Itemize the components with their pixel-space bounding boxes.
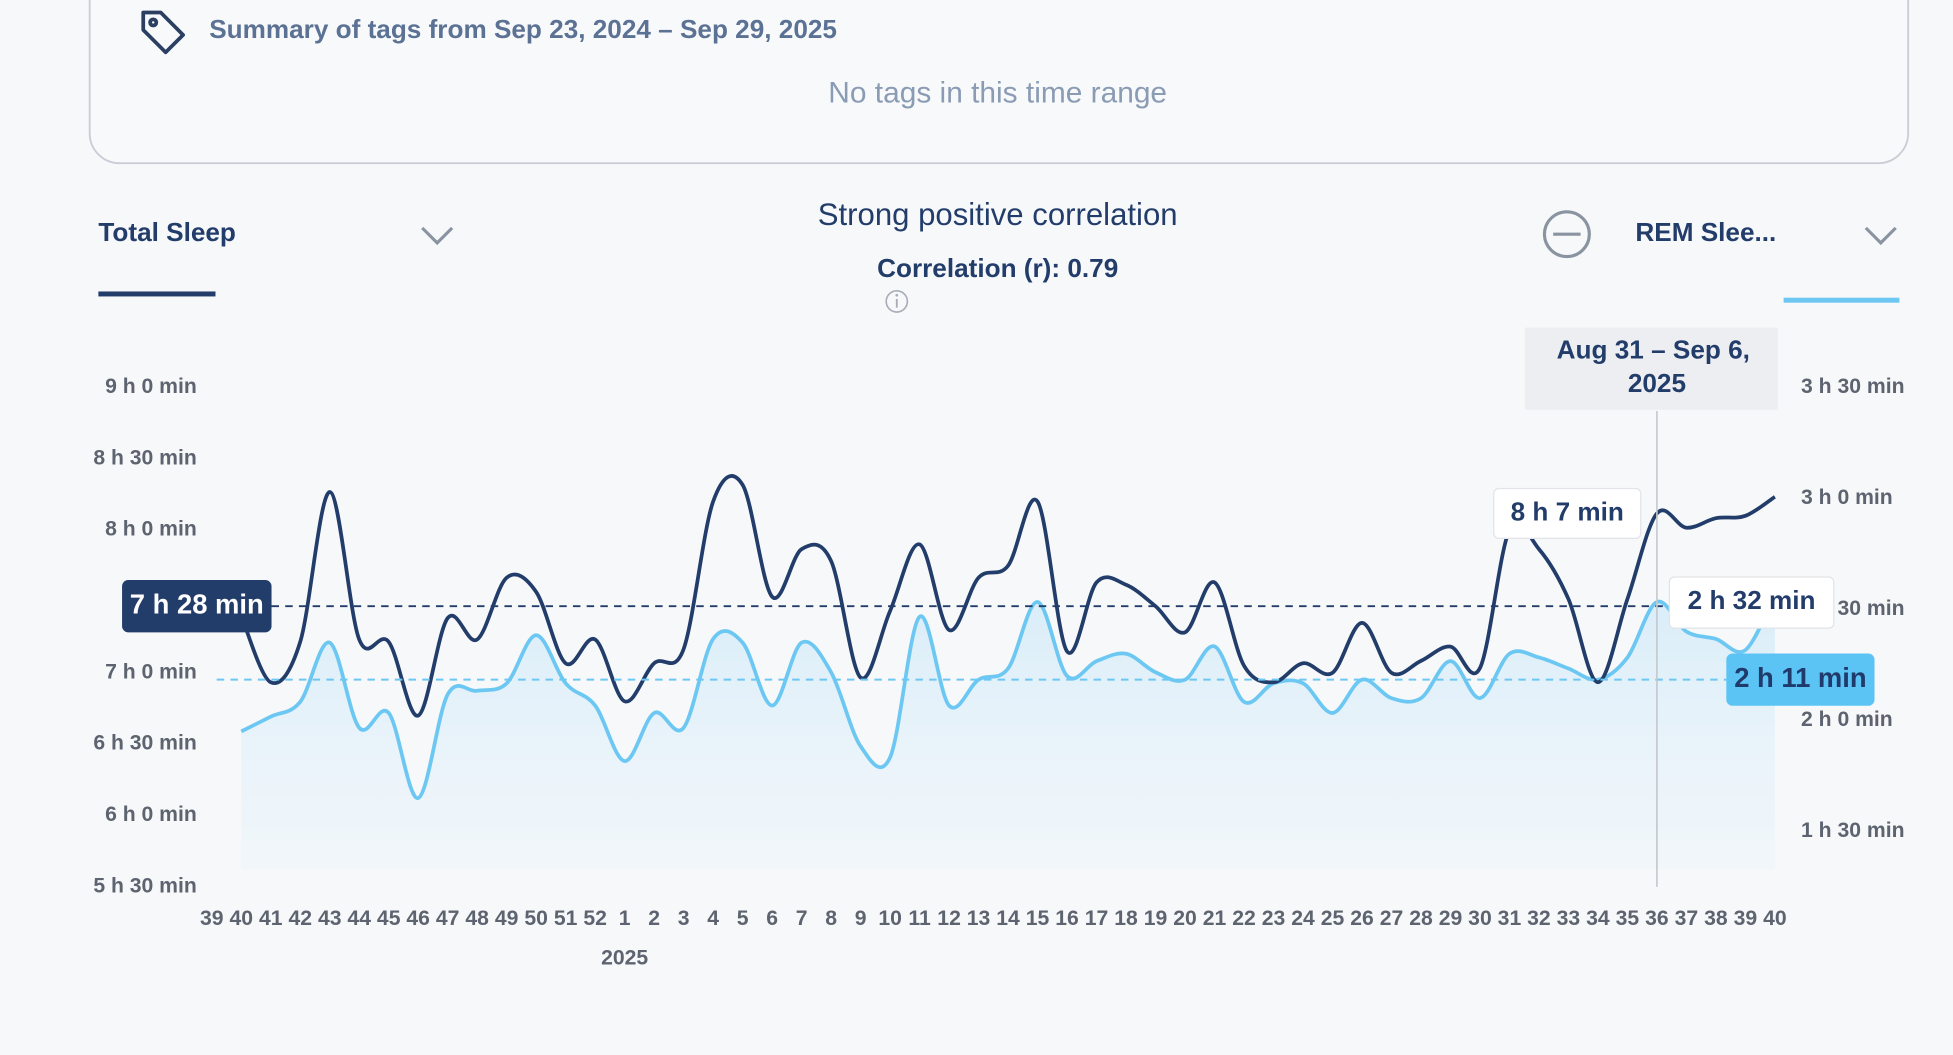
x-tick-label: 43 xyxy=(318,907,342,930)
average-label: 7 h 28 min xyxy=(130,588,264,619)
x-tick-label: 47 xyxy=(436,907,460,930)
x-tick-label: 15 xyxy=(1026,907,1050,930)
left-underline xyxy=(98,291,216,297)
x-tick-label: 9 xyxy=(855,907,867,930)
x-tick-label: 50 xyxy=(524,907,548,930)
right-underline xyxy=(1783,297,1900,303)
x-tick-label: 8 xyxy=(825,907,837,930)
tooltip-value-label: 2 h 32 min xyxy=(1688,585,1816,615)
x-tick-label: 23 xyxy=(1262,907,1286,930)
x-tick-label: 13 xyxy=(967,907,991,930)
tags-title: Summary of tags from Sep 23, 2024 – Sep … xyxy=(209,14,837,44)
average-badge xyxy=(122,580,272,633)
x-tick-label: 45 xyxy=(377,907,401,930)
correlation-heading: Strong positive correlation xyxy=(818,197,1178,232)
x-tick-label: 26 xyxy=(1350,907,1374,930)
x-tick-label: 33 xyxy=(1557,907,1581,930)
tooltip-value-box xyxy=(1493,487,1642,539)
y2-tick-label: 1 h 30 min xyxy=(1801,819,1904,842)
right-chevron[interactable] xyxy=(1864,226,1897,246)
x-tick-label: 7 xyxy=(796,907,808,930)
right-metric-select[interactable]: REM Slee... xyxy=(1635,217,1776,247)
x-tick-label: 19 xyxy=(1144,907,1168,930)
chart: 5 h 30 min 6 h 0 min 6 h 30 min 7 h 0 min 8 … xyxy=(93,327,1905,970)
x-tick-label: 34 xyxy=(1586,907,1610,930)
tooltip-title: Aug 31 – Sep 6, 2025 xyxy=(1557,334,1757,398)
tooltip-value-label: 8 h 7 min xyxy=(1511,496,1624,526)
x-tick-label: 14 xyxy=(996,907,1020,930)
x-tick-label: 6 xyxy=(766,907,778,930)
x-tick-label: 46 xyxy=(406,907,430,930)
x-tick-label: 30 xyxy=(1468,907,1492,930)
x-tick-label: 22 xyxy=(1232,907,1256,930)
y-tick-label: 8 h 0 min xyxy=(105,518,197,541)
x-tick-label: 38 xyxy=(1704,907,1728,930)
x-tick-label: 41 xyxy=(259,907,283,930)
info-icon[interactable] xyxy=(885,290,909,313)
x-tick-label: 24 xyxy=(1291,907,1315,930)
tooltip-box xyxy=(1524,327,1778,410)
x-tick-label: 31 xyxy=(1498,907,1522,930)
x-tick-label: 29 xyxy=(1439,907,1463,930)
tooltip-value-box xyxy=(1668,576,1835,629)
average-label: 2 h 11 min xyxy=(1734,662,1866,693)
x-tick-label: 11 xyxy=(908,907,931,930)
x-tick-label: 17 xyxy=(1085,907,1109,930)
year-label: 2025 xyxy=(601,947,648,970)
average-badge xyxy=(1726,653,1875,706)
y-tick-label: 5 h 30 min xyxy=(93,874,196,897)
x-tick-label: 48 xyxy=(465,907,489,930)
y-tick-label: 8 h 30 min xyxy=(93,446,196,469)
x-tick-label: 25 xyxy=(1321,907,1345,930)
x-tick-label: 1 xyxy=(619,907,631,930)
y-tick-label: 6 h 0 min xyxy=(105,803,197,826)
x-tick-label: 4 xyxy=(707,907,719,930)
x-tick-label: 49 xyxy=(495,907,519,930)
y-tick-label: 9 h 0 min xyxy=(105,375,197,398)
x-tick-label: 18 xyxy=(1114,907,1138,930)
x-tick-label: 10 xyxy=(878,907,902,930)
x-tick-label: 16 xyxy=(1055,907,1079,930)
left-metric-select[interactable]: Total Sleep xyxy=(98,217,236,247)
x-tick-label: 2 xyxy=(648,907,660,930)
x-tick-label: 52 xyxy=(583,907,607,930)
series-line xyxy=(240,593,1777,800)
left-chevron[interactable] xyxy=(421,226,454,246)
y2-tick-label: 3 h 30 min xyxy=(1801,375,1904,398)
x-tick-label: 20 xyxy=(1173,907,1197,930)
x-tick-label: 51 xyxy=(554,907,578,930)
x-tick-label: 27 xyxy=(1380,907,1404,930)
x-tick-label: 44 xyxy=(347,907,371,930)
remove-metric-button[interactable] xyxy=(1542,210,1591,259)
y2-tick-label: 2 h 0 min xyxy=(1801,708,1893,731)
x-tick-label: 40 xyxy=(1763,907,1787,930)
x-tick-label: 32 xyxy=(1527,907,1551,930)
x-tick-label: 42 xyxy=(288,907,312,930)
x-tick-label: 3 xyxy=(678,907,690,930)
x-tick-label: 36 xyxy=(1645,907,1669,930)
tag-icon xyxy=(141,10,185,55)
x-tick-label: 37 xyxy=(1675,907,1699,930)
correlation-value: Correlation (r): 0.79 xyxy=(877,253,1118,283)
y-tick-label: 6 h 30 min xyxy=(93,732,196,755)
tags-card xyxy=(88,0,1910,165)
x-tick-label: 12 xyxy=(937,907,961,930)
series-area xyxy=(241,594,1775,870)
y2-tick-label: 3 h 0 min xyxy=(1801,486,1893,509)
y-tick-label: 7 h 0 min xyxy=(105,660,197,683)
tags-empty: No tags in this time range xyxy=(828,77,1167,110)
x-tick-label: 39 xyxy=(1734,907,1758,930)
x-tick-label: 39 xyxy=(200,907,224,930)
x-tick-label: 21 xyxy=(1203,907,1227,930)
x-tick-label: 28 xyxy=(1409,907,1433,930)
x-tick-label: 35 xyxy=(1616,907,1640,930)
x-tick-label: 40 xyxy=(229,907,253,930)
x-tick-label: 5 xyxy=(737,907,749,930)
